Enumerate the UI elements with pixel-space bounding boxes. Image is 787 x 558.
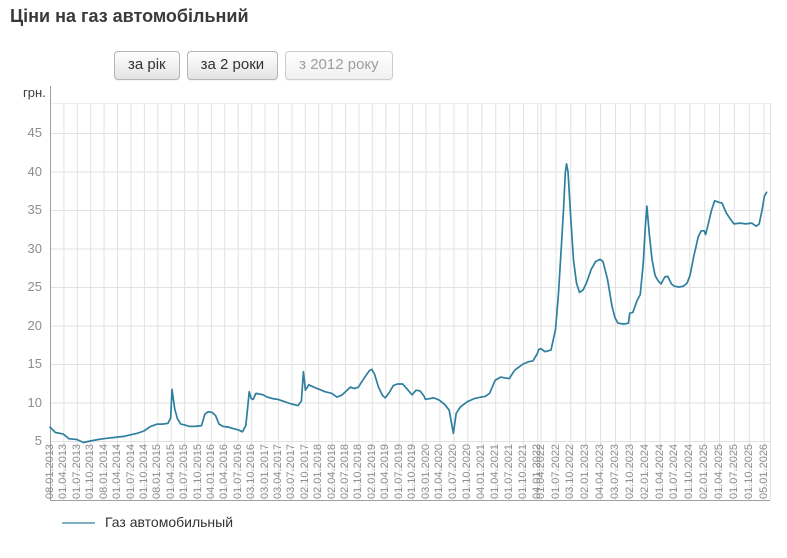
x-axis-tick-label: 01.04.2016: [218, 443, 231, 499]
x-axis-tick-label: 01.07.2019: [392, 443, 405, 499]
x-axis-tick-label: 08.01.2015: [151, 443, 164, 499]
x-axis-tick-label: 01.07.2014: [124, 443, 137, 499]
x-axis-tick-label: 03.10.2022: [564, 443, 577, 499]
x-axis-tick-label: 02.10.2017: [298, 443, 311, 499]
x-axis-tick-label: 02.01.2025: [698, 443, 711, 499]
x-axis-tick-label: 01.07.2024: [668, 443, 681, 499]
x-axis-tick-label: 05.01.2026: [757, 443, 770, 499]
x-axis-tick-label: 04.01.2016: [204, 443, 217, 499]
x-axis-tick-label: 01.04.2014: [111, 443, 124, 499]
x-axis-tick-label: 04.01.2021: [475, 443, 488, 499]
x-axis-tick-label: 01.10.2013: [84, 443, 97, 499]
x-axis-tick-label: 01.04.2022: [534, 443, 547, 499]
y-axis-tick-label: 10: [27, 394, 42, 410]
y-axis-unit-label: грн.: [23, 85, 46, 100]
legend-series-label: Газ автомобильный: [105, 514, 234, 530]
x-axis-tick-label: 01.07.2020: [447, 443, 460, 499]
x-axis-tick-label: 02.04.2018: [325, 443, 338, 499]
x-axis-tick-label: 01.10.2018: [352, 443, 365, 499]
x-axis-tick-label: 08.01.2013: [44, 443, 56, 499]
x-axis-tick-label: 01.04.2019: [379, 443, 392, 499]
y-axis-tick-label: 15: [27, 356, 42, 371]
x-axis-tick-label: 02.01.2018: [312, 443, 325, 499]
price-series-line: [49, 162, 768, 444]
x-axis-tick-label: 03.04.2017: [272, 443, 284, 499]
x-axis-tick-label: 08.01.2014: [97, 443, 110, 499]
range-button-since-2012[interactable]: з 2012 року: [285, 51, 393, 80]
x-axis-tick-label: 02.01.2023: [579, 443, 592, 499]
x-axis-tick-label: 03.01.2020: [419, 443, 432, 499]
x-axis-tick-label: 01.04.2025: [713, 443, 725, 499]
x-axis-tick-label: 02.07.2018: [339, 443, 351, 499]
x-axis-tick-label: 01.07.2022: [549, 443, 562, 499]
x-axis-tick-label: 04.04.2023: [594, 443, 607, 499]
x-axis-tick-label: 01.10.2020: [461, 443, 474, 499]
x-axis-tick-label: 01.07.2013: [70, 443, 83, 499]
y-axis-tick-label: 25: [27, 279, 42, 294]
x-axis-tick-label: 03.01.2017: [258, 443, 271, 499]
x-axis-tick-label: 03.07.2017: [285, 443, 298, 499]
y-axis-tick-label: 45: [27, 125, 42, 140]
chart-legend: Газ автомобильный: [62, 514, 233, 530]
x-axis-tick-label: 01.10.2015: [191, 443, 204, 499]
x-axis-tick-label: 01.04.2021: [489, 443, 502, 499]
range-button-row: за рік за 2 роки з 2012 року: [114, 51, 393, 80]
x-axis-tick-label: 01.04.2024: [653, 443, 666, 499]
x-axis-tick-label: 01.07.2021: [503, 443, 516, 499]
range-button-2years[interactable]: за 2 роки: [186, 51, 279, 80]
page-title: Ціни на газ автомобільний: [10, 6, 249, 26]
x-axis-tick-label: 01.07.2016: [231, 443, 244, 499]
x-axis-tick-label: 01.04.2020: [433, 443, 446, 499]
x-axis-tick-label: 01.07.2025: [727, 443, 740, 499]
x-axis-tick-label: 01.07.2015: [178, 443, 191, 499]
x-axis-tick-label: 01.10.2019: [406, 443, 419, 499]
x-axis-tick-label: 01.10.2024: [683, 443, 696, 499]
legend-line-swatch-icon: [62, 522, 95, 524]
y-axis-tick-label: 30: [27, 240, 42, 256]
x-axis-tick-label: 01.04.2013: [57, 443, 70, 499]
y-axis-tick-label: 40: [27, 163, 42, 179]
y-axis-tick-label: 35: [27, 202, 42, 217]
x-axis-tick-label: 01.10.2021: [517, 443, 530, 499]
x-axis-tick-label: 01.10.2025: [742, 443, 755, 499]
y-axis-tick-label: 5: [34, 433, 42, 448]
x-axis-tick-label: 03.07.2023: [609, 443, 621, 499]
x-axis-tick-label: 01.04.2015: [164, 443, 177, 499]
y-axis-tick-label: 20: [27, 317, 42, 333]
x-axis-tick-label: 02.10.2023: [623, 443, 636, 499]
range-button-year[interactable]: за рік: [114, 51, 180, 80]
x-axis-tick-label: 02.01.2024: [638, 443, 651, 499]
x-axis-tick-label: 03.10.2016: [245, 443, 258, 499]
x-axis-tick-label: 02.01.2019: [365, 443, 378, 499]
x-axis-tick-label: 01.10.2014: [137, 443, 150, 499]
